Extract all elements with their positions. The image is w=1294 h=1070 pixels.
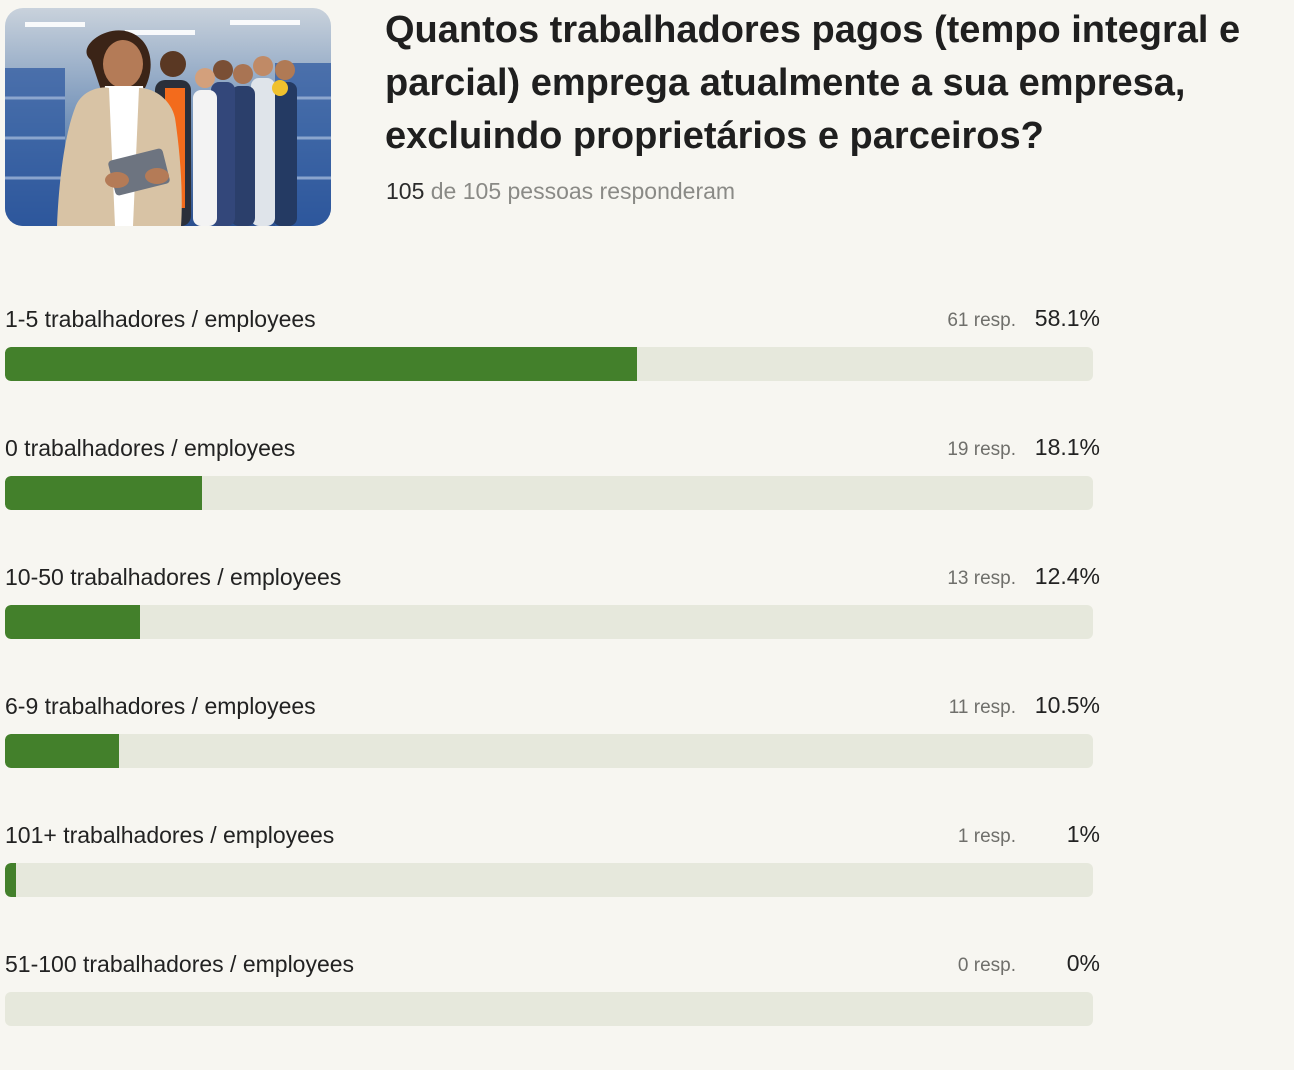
result-row: 6-9 trabalhadores / employees 11 resp. 10.… — [5, 692, 1100, 812]
respondent-text: de 105 pessoas responderam — [424, 178, 736, 204]
option-stats: 1 resp. 1% — [958, 821, 1100, 849]
result-row: 1-5 trabalhadores / employees 61 resp. 58.… — [5, 305, 1100, 425]
bar-fill — [5, 605, 140, 639]
bar-fill — [5, 476, 202, 510]
percent-label: 18.1% — [1034, 434, 1100, 460]
bar-track — [5, 992, 1093, 1026]
option-label: 101+ trabalhadores / employees — [5, 822, 335, 848]
percent-label: 10.5% — [1034, 692, 1100, 718]
bar-track — [5, 863, 1093, 897]
option-stats: 61 resp. 58.1% — [947, 305, 1100, 333]
bar-track — [5, 734, 1093, 768]
result-row: 101+ trabalhadores / employees 1 resp. 1% — [5, 821, 1100, 941]
question-title: Quantos trabalhadores pagos (tempo integ… — [385, 9, 1241, 157]
team-photo — [5, 8, 331, 226]
option-label: 51-100 trabalhadores / employees — [5, 951, 355, 977]
result-row: 10-50 trabalhadores / employees 13 resp. 1… — [5, 563, 1100, 683]
bar-track — [5, 347, 1093, 381]
bar-fill — [5, 863, 16, 897]
option-stats: 0 resp. 0% — [958, 950, 1100, 978]
option-label: 0 trabalhadores / employees — [5, 435, 296, 461]
response-count: 1 resp. — [957, 826, 1016, 847]
respondent-number: 105 — [386, 178, 425, 204]
option-label: 6-9 trabalhadores / employees — [5, 693, 316, 719]
response-count: 13 resp. — [947, 568, 1016, 589]
response-count: 0 resp. — [957, 955, 1016, 976]
option-stats: 19 resp. 18.1% — [947, 434, 1100, 462]
bar-fill — [5, 347, 638, 381]
response-count: 19 resp. — [947, 439, 1016, 460]
option-label: 10-50 trabalhadores / employees — [5, 564, 342, 590]
respondent-count: 105 de 105 pessoas responderam — [386, 178, 735, 205]
percent-label: 58.1% — [1034, 305, 1100, 331]
percent-label: 1% — [1066, 821, 1100, 847]
result-row: 51-100 trabalhadores / employees 0 resp. 0… — [5, 950, 1100, 1070]
bar-fill — [5, 734, 120, 768]
result-row: 0 trabalhadores / employees 19 resp. 18.1% — [5, 434, 1100, 554]
response-count: 11 resp. — [948, 697, 1016, 718]
bar-track — [5, 476, 1093, 510]
percent-label: 0% — [1066, 950, 1100, 976]
response-count: 61 resp. — [947, 310, 1016, 331]
option-stats: 11 resp. 10.5% — [949, 692, 1100, 720]
bar-track — [5, 605, 1093, 639]
option-stats: 13 resp. 12.4% — [947, 563, 1100, 591]
percent-label: 12.4% — [1034, 563, 1100, 589]
option-label: 1-5 trabalhadores / employees — [5, 306, 316, 332]
